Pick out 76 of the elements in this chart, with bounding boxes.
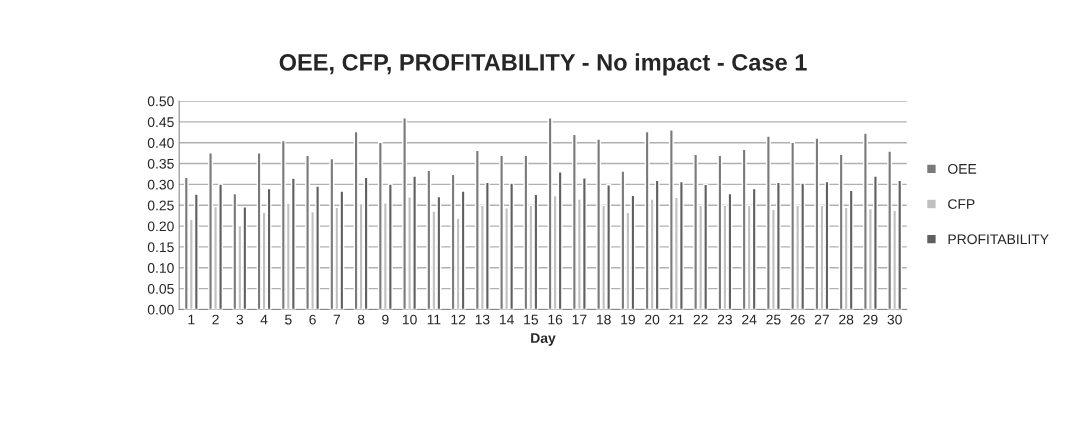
x-tick-label: 15 — [524, 314, 539, 325]
x-tick-label: 29 — [863, 314, 878, 325]
chart-title: OEE, CFP, PROFITABILITY - No impact - Case 1 — [279, 53, 807, 76]
x-tick-label: 14 — [499, 314, 514, 325]
bar — [193, 193, 199, 310]
bar — [363, 176, 369, 310]
x-tick-label: 20 — [645, 314, 660, 325]
bar — [484, 181, 490, 310]
bar — [523, 154, 529, 310]
x-tick-label: 8 — [357, 314, 365, 325]
bar — [402, 117, 408, 310]
bar — [232, 192, 238, 310]
x-tick-label: 1 — [188, 314, 195, 325]
bar — [790, 141, 796, 310]
y-tick-label: 0.30 — [147, 179, 174, 190]
x-tick-label: 18 — [596, 314, 611, 325]
bar — [499, 154, 505, 310]
bar — [872, 175, 878, 310]
x-tick-label: 17 — [572, 314, 587, 325]
x-tick-label: 28 — [839, 314, 854, 325]
x-tick-label: 24 — [742, 314, 757, 325]
legend-label: OEE — [948, 163, 977, 174]
x-tick-label: 3 — [236, 314, 244, 325]
bar — [814, 137, 820, 310]
bar — [426, 169, 432, 310]
x-tick-label: 22 — [693, 314, 708, 325]
x-tick-label: 5 — [285, 314, 292, 325]
bar — [460, 190, 466, 310]
bar — [581, 177, 587, 310]
x-tick-label: 25 — [766, 314, 781, 325]
x-tick-label: 6 — [309, 314, 316, 325]
x-tick-label: 27 — [814, 314, 829, 325]
y-tick-label: 0.10 — [147, 263, 174, 273]
bar — [290, 177, 296, 310]
bar — [208, 152, 214, 310]
x-tick-label: 16 — [548, 314, 563, 325]
bar — [887, 150, 893, 310]
legend-label: PROFITABILITY — [948, 234, 1049, 245]
y-tick-label: 0.40 — [147, 138, 174, 148]
y-tick-label: 0.05 — [147, 283, 174, 294]
bar — [678, 180, 684, 310]
bar — [775, 181, 781, 310]
bar — [305, 154, 311, 310]
y-tick-label: 0.50 — [147, 96, 174, 107]
bar — [717, 154, 723, 310]
x-tick-label: 19 — [621, 314, 635, 325]
x-tick-label: 4 — [260, 314, 268, 325]
x-tick-label: 13 — [475, 314, 490, 325]
x-tick-label: 2 — [212, 314, 219, 325]
y-tick-label: 0.20 — [147, 221, 174, 232]
bar — [557, 171, 563, 310]
x-tick-label: 23 — [717, 314, 733, 325]
bar — [329, 157, 335, 310]
y-tick-label: 0.45 — [147, 117, 174, 128]
x-tick-label: 11 — [427, 314, 441, 325]
bar — [654, 179, 660, 310]
bar — [596, 138, 602, 310]
x-tick-label: 9 — [382, 314, 389, 325]
y-tick-label: 0.25 — [147, 200, 174, 211]
bar — [266, 187, 272, 310]
y-tick-label: 0.15 — [147, 242, 174, 253]
bar — [620, 170, 626, 310]
x-tick-label: 7 — [333, 314, 341, 325]
bar — [751, 187, 757, 310]
x-tick-label: 30 — [887, 314, 902, 325]
x-tick-label: 21 — [669, 314, 684, 325]
y-tick-label: 0.00 — [147, 304, 174, 315]
x-axis-title: Day — [531, 333, 556, 346]
y-tick-label: 0.35 — [147, 158, 174, 169]
bar — [387, 183, 393, 310]
bar — [848, 189, 854, 310]
x-tick-label: 12 — [451, 314, 466, 325]
x-tick-label: 10 — [402, 314, 417, 325]
bar — [693, 153, 699, 310]
legend-label: CFP — [948, 199, 975, 209]
x-tick-label: 26 — [790, 314, 805, 325]
